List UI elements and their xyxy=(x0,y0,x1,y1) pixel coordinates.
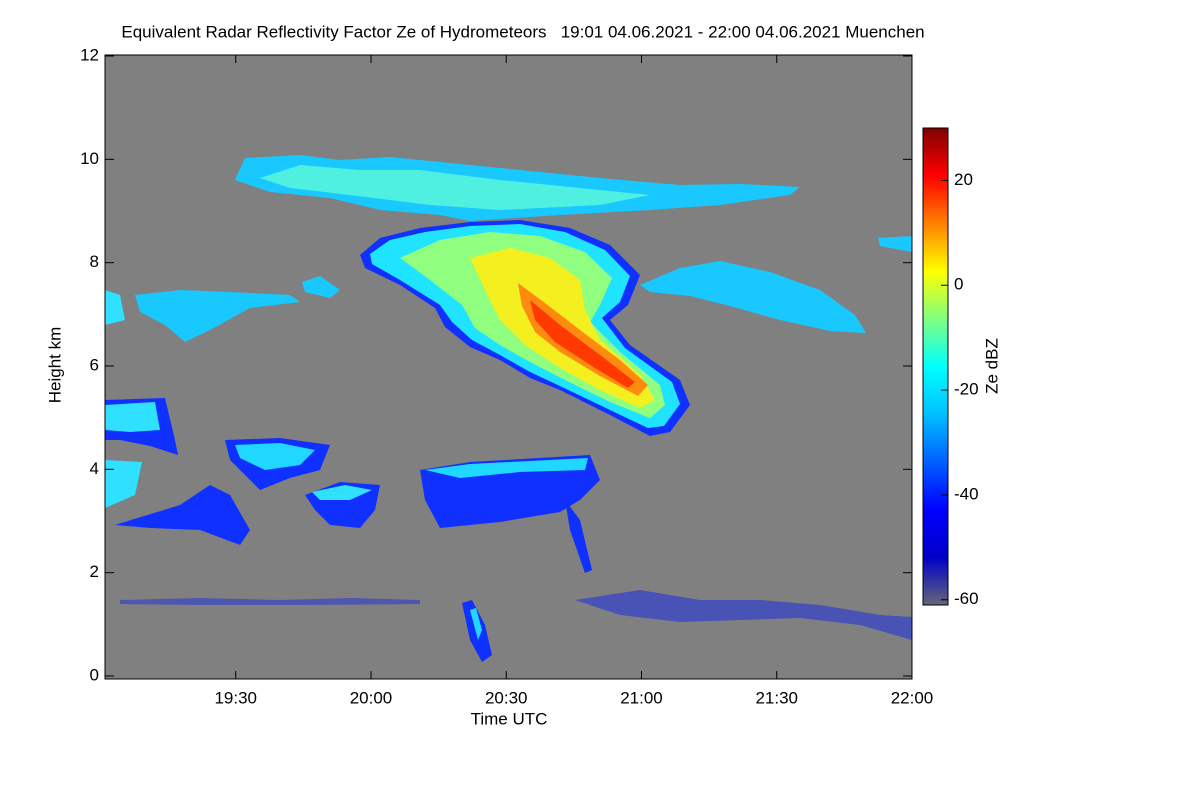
echo-region xyxy=(530,300,635,388)
echo-region xyxy=(312,485,372,500)
x-tick-label: 21:00 xyxy=(620,688,663,707)
echo-field xyxy=(105,155,912,662)
echo-region xyxy=(235,443,315,470)
echo-region xyxy=(302,276,340,298)
echo-region xyxy=(120,598,420,605)
y-tick-label: 4 xyxy=(90,459,99,478)
chart-title: Equivalent Radar Reflectivity Factor Ze … xyxy=(121,22,924,41)
y-tick-label: 6 xyxy=(90,355,99,374)
echo-region xyxy=(565,500,592,573)
colorbar-label: Ze dBZ xyxy=(982,338,1001,394)
y-tick-label: 8 xyxy=(90,252,99,271)
y-tick-label: 10 xyxy=(80,149,99,168)
echo-region xyxy=(575,590,912,640)
echo-region xyxy=(105,460,142,508)
y-tick-label: 0 xyxy=(90,665,99,684)
echo-region xyxy=(470,608,482,640)
y-tick-label: 12 xyxy=(80,45,99,64)
x-tick-label: 20:00 xyxy=(350,688,393,707)
colorbar-tick-label: -60 xyxy=(954,589,979,608)
echo-region xyxy=(105,402,160,432)
y-tick-label: 2 xyxy=(90,562,99,581)
echo-region xyxy=(115,485,250,545)
y-axis-label: Height km xyxy=(45,327,64,404)
plot-frame xyxy=(104,54,913,680)
echo-region xyxy=(105,290,125,325)
echo-region xyxy=(878,236,912,252)
x-tick-label: 21:30 xyxy=(755,688,798,707)
echo-region xyxy=(640,261,866,333)
colorbar-tick-label: 0 xyxy=(954,275,963,294)
plot-background xyxy=(105,55,912,679)
x-tick-label: 22:00 xyxy=(891,688,934,707)
colorbar-tick-label: -20 xyxy=(954,380,979,399)
colorbar-tick-label: -40 xyxy=(954,484,979,503)
colorbar-tick-label: 20 xyxy=(954,170,973,189)
x-tick-label: 20:30 xyxy=(485,688,528,707)
colorbar xyxy=(922,127,949,606)
echo-region xyxy=(425,458,588,478)
x-axis-label: Time UTC xyxy=(471,709,548,728)
echo-region xyxy=(135,290,300,342)
echo-region xyxy=(260,165,650,210)
x-tick-label: 19:30 xyxy=(214,688,257,707)
